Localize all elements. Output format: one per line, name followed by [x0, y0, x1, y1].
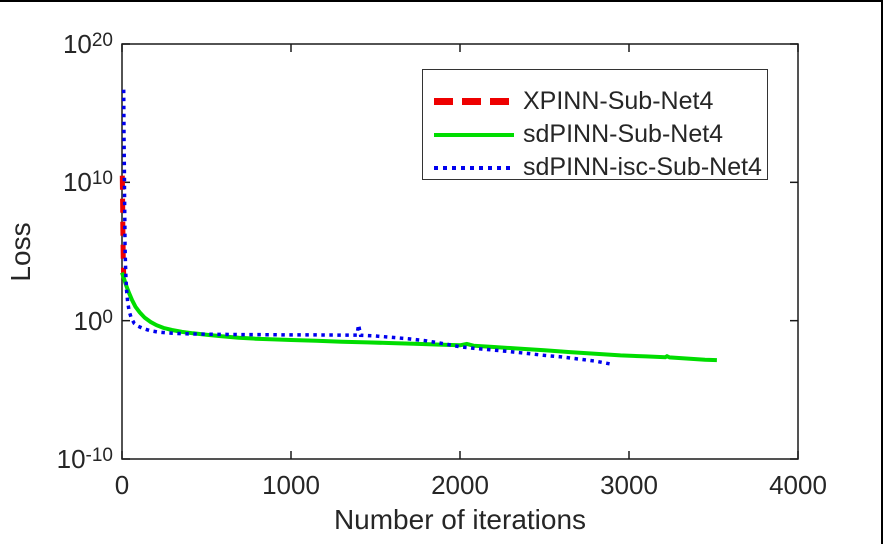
green-solid-line-swatch: [434, 132, 514, 137]
x-tick-label-2000: 2000: [431, 470, 489, 500]
y-tick-label-1e20: 1020: [62, 29, 113, 59]
blue-dotted-line-swatch: [434, 165, 514, 170]
series-line-sdpinn-sub-net4: [120, 271, 717, 363]
legend-label-xpinn-sub-net4: XPINN-Sub-Net4: [523, 87, 714, 115]
legend-item-sdpinn-sub-net4: sdPINN-Sub-Net4: [423, 118, 767, 151]
y-tick-label-1e-10: 10-10: [56, 444, 113, 474]
legend: XPINN-Sub-Net4 sdPINN-Sub-Net4 sdPINN-is…: [422, 69, 768, 181]
series-line-sdpinn-isc-sub-net4: [121, 89, 613, 367]
y-tick-label-1e10: 1010: [62, 167, 113, 198]
x-tick-label-4000: 4000: [769, 470, 827, 500]
legend-label-sdpinn-sub-net4: sdPINN-Sub-Net4: [523, 120, 724, 148]
y-axis-title: Loss: [5, 222, 36, 282]
x-axis-title: Number of iterations: [333, 504, 587, 535]
legend-item-xpinn-sub-net4: XPINN-Sub-Net4: [423, 85, 767, 118]
y-tick-label-1e0: 100: [73, 305, 114, 336]
red-dashed-line-swatch: [434, 98, 514, 105]
x-tick-label-3000: 3000: [600, 470, 658, 500]
x-tick-label-0: 0: [114, 470, 130, 500]
legend-item-sdpinn-isc-sub-net4: sdPINN-isc-Sub-Net4: [423, 151, 767, 184]
series-line-xpinn-sub-net4: [119, 175, 127, 275]
x-tick-label-1000: 1000: [262, 470, 320, 500]
legend-label-sdpinn-isc-sub-net4: sdPINN-isc-Sub-Net4: [523, 153, 762, 181]
